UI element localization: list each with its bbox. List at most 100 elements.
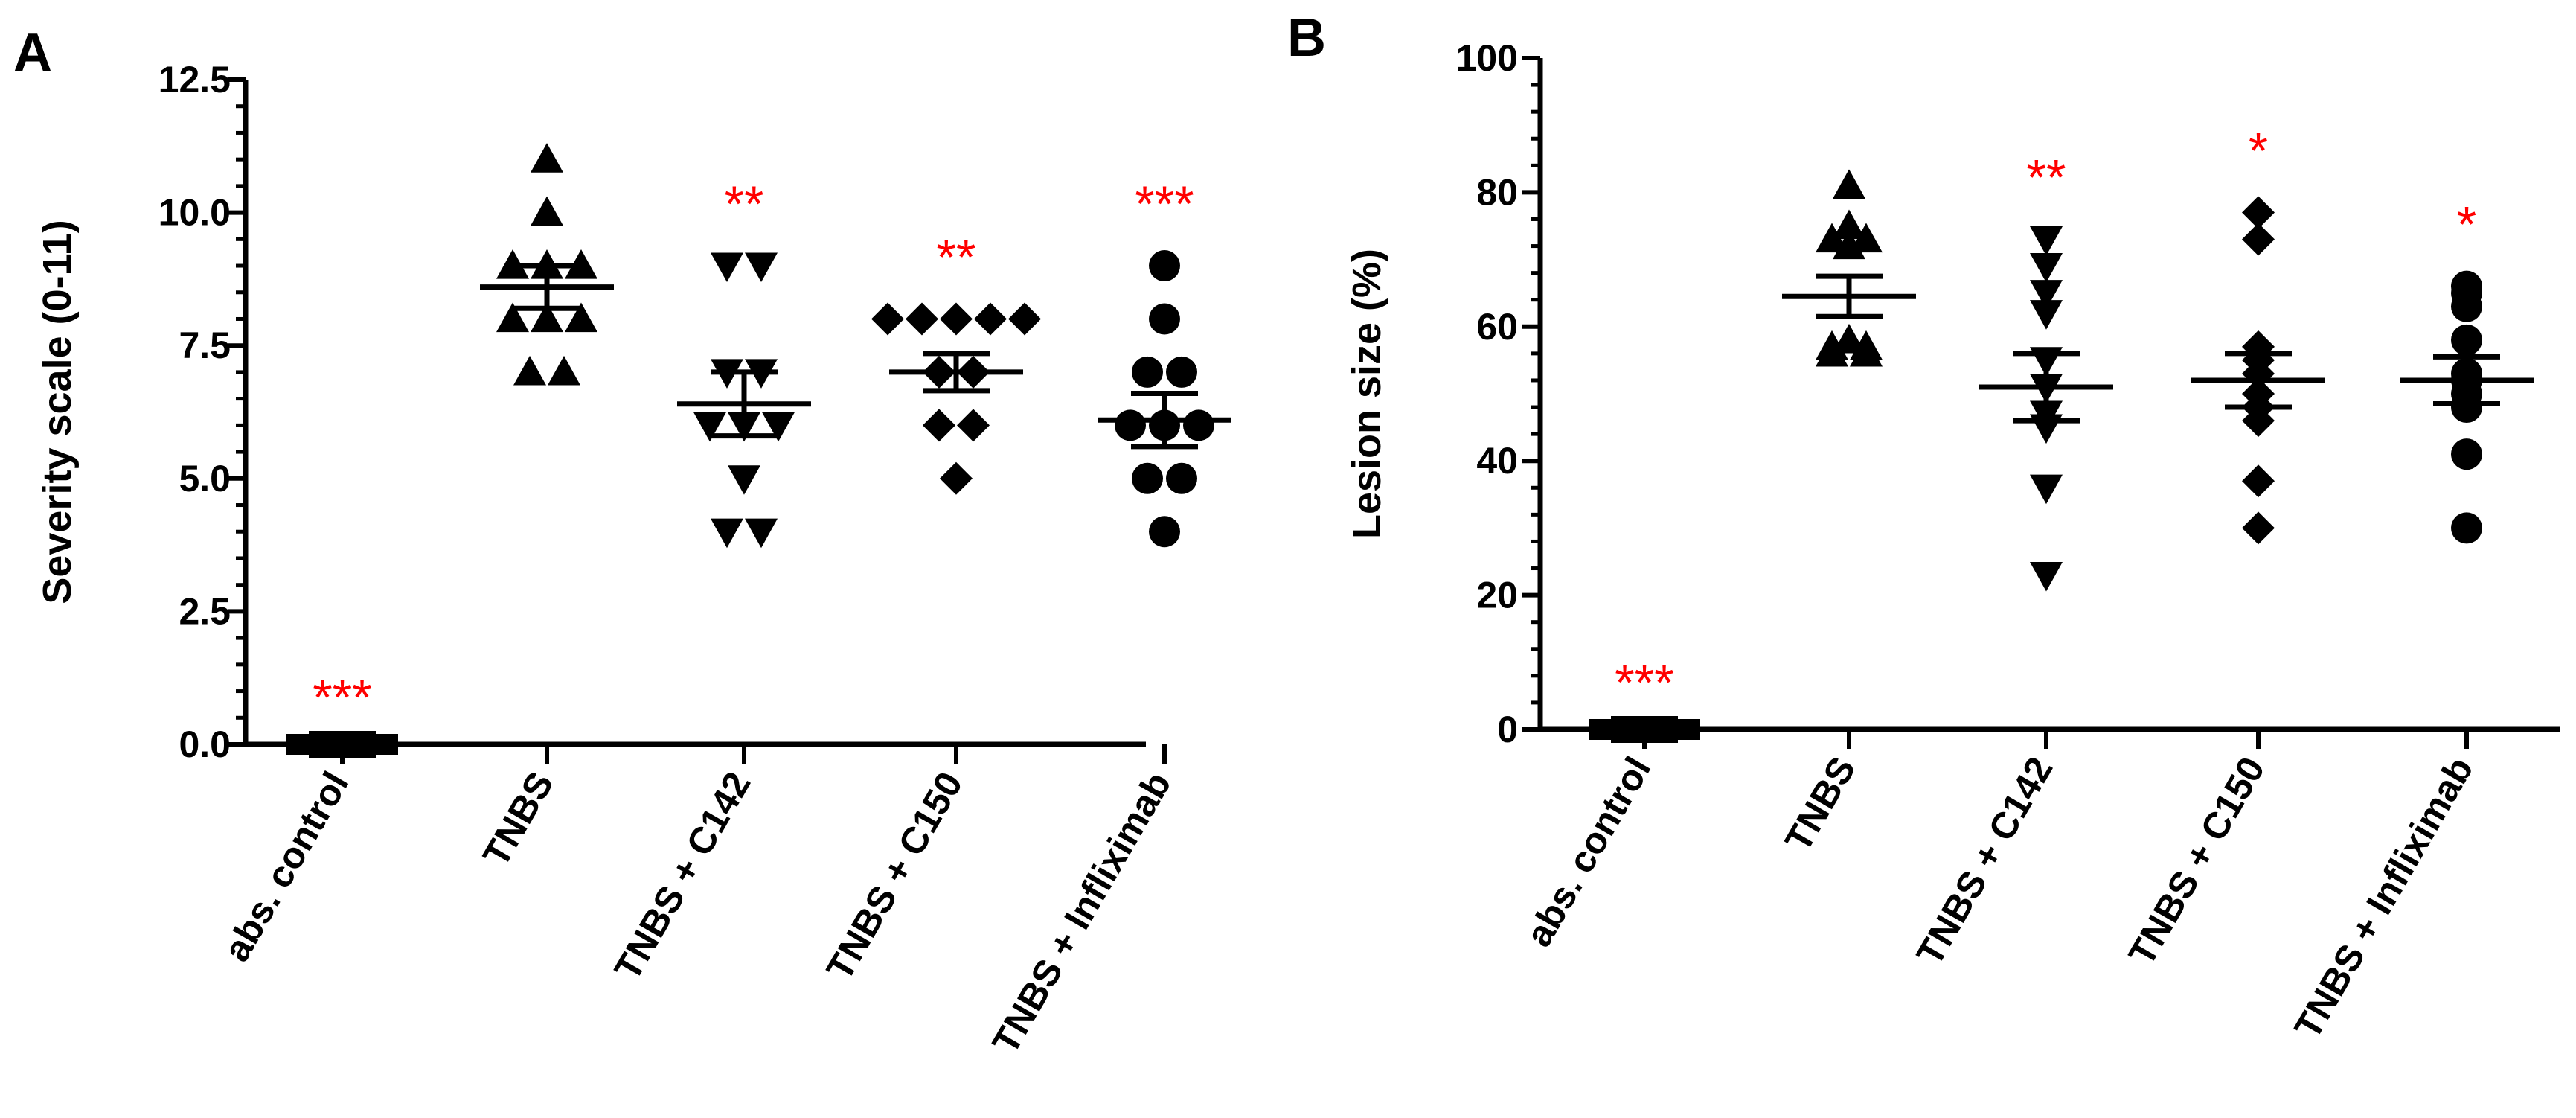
data-point	[496, 302, 529, 333]
data-point	[2451, 290, 2482, 322]
group-2: **	[1979, 150, 2113, 592]
data-point	[2451, 512, 2482, 544]
data-point	[1183, 409, 1214, 441]
panel-B: B Lesion size (%) 0 20 40 60 80 100 abs. control…	[1287, 8, 2560, 1046]
y-tick-label: 0.0	[179, 723, 231, 765]
data-point	[2030, 561, 2063, 592]
data-point	[531, 302, 563, 333]
data-point	[1833, 169, 1865, 199]
data-point	[2030, 474, 2063, 505]
data-point	[923, 409, 955, 442]
group-3: **	[871, 229, 1041, 495]
group-1	[480, 143, 614, 386]
data-point	[711, 518, 743, 549]
y-tick-label: 40	[1476, 440, 1518, 482]
x-category-label: TNBS + C142	[606, 765, 759, 988]
significance-label: ***	[1135, 176, 1194, 232]
group-4: *	[2400, 197, 2534, 544]
significance-label: **	[725, 176, 764, 232]
group-4: ***	[1098, 176, 1231, 548]
y-tick-label: 100	[1456, 37, 1518, 79]
group-3: *	[2191, 122, 2325, 545]
data-point	[2242, 196, 2275, 229]
data-point	[1833, 209, 1865, 240]
y-tick-label: 5.0	[179, 458, 231, 499]
data-point	[940, 302, 973, 336]
group-1	[1782, 169, 1916, 367]
x-category-label: abs. control	[215, 765, 356, 968]
data-point	[513, 355, 546, 386]
data-point	[2242, 223, 2275, 256]
data-point	[565, 249, 597, 279]
x-category-label: abs. control	[1517, 750, 1659, 954]
data-point	[1833, 323, 1865, 354]
data-point	[1816, 223, 1848, 253]
group-0: ***	[1589, 654, 1700, 743]
y-tick-label: 0	[1497, 709, 1518, 750]
data-point	[1166, 356, 1197, 388]
data-point	[1115, 409, 1146, 441]
data-point	[745, 252, 778, 283]
data-point	[2242, 404, 2275, 438]
data-point	[1149, 250, 1180, 282]
data-point	[2451, 324, 2482, 356]
data-point	[957, 409, 990, 442]
data-point	[1149, 303, 1180, 335]
y-tick-label: 12.5	[158, 59, 231, 100]
y-axis-title: Lesion size (%)	[1345, 249, 1389, 539]
data-point	[2451, 438, 2482, 470]
data-point	[531, 143, 563, 173]
panel-A: A Severity scale (0-11) 0.0 2.5 5.0 7.5 10.0 12…	[13, 23, 1231, 1061]
data-point	[2030, 300, 2063, 330]
data-point	[1008, 302, 1041, 336]
data-point	[974, 302, 1007, 336]
data-point	[906, 302, 938, 336]
group-2: **	[677, 176, 811, 549]
y-tick-label: 60	[1476, 306, 1518, 348]
data-point	[565, 302, 597, 333]
data-point	[2030, 226, 2063, 256]
y-axis-title: Severity scale (0-11)	[35, 220, 80, 604]
data-point	[1850, 223, 1883, 253]
data-point	[1833, 229, 1865, 260]
group-0: ***	[286, 669, 398, 758]
data-point	[711, 252, 743, 283]
y-tick-label: 10.0	[158, 192, 231, 234]
y-tick-label: 2.5	[179, 590, 231, 632]
data-point	[1132, 462, 1163, 494]
panel-label: A	[13, 23, 52, 83]
data-point	[871, 302, 904, 336]
data-point	[693, 412, 726, 442]
x-category-label: TNBS + C142	[1909, 750, 2061, 973]
data-point	[1149, 516, 1180, 548]
x-category-label: TNBS	[475, 765, 562, 874]
y-tick-label: 7.5	[179, 325, 231, 366]
data-point	[496, 249, 529, 279]
data-point	[728, 465, 760, 495]
data-point	[2242, 511, 2275, 545]
significance-label: ***	[1615, 654, 1673, 711]
data-point	[2030, 280, 2063, 310]
y-tick-label: 80	[1476, 171, 1518, 213]
data-point	[1132, 356, 1163, 388]
data-point	[2451, 392, 2482, 424]
mean-bar	[1589, 719, 1700, 740]
data-point	[2030, 253, 2063, 283]
panel-label: B	[1287, 8, 1326, 68]
data-point	[1816, 336, 1848, 367]
data-point	[1850, 336, 1883, 367]
significance-label: **	[937, 229, 976, 285]
data-point	[531, 196, 563, 226]
x-category-label: TNBS + C150	[818, 765, 971, 988]
data-point	[1166, 462, 1197, 494]
x-category-label: TNBS	[1777, 750, 1864, 859]
significance-label: *	[2457, 197, 2476, 253]
significance-label: *	[2249, 122, 2268, 179]
x-category-label: TNBS + C150	[2121, 750, 2273, 973]
significance-label: **	[2027, 150, 2066, 206]
significance-label: ***	[313, 669, 371, 726]
data-point	[2242, 464, 2275, 498]
data-point	[762, 412, 795, 442]
y-tick-label: 20	[1476, 575, 1518, 616]
